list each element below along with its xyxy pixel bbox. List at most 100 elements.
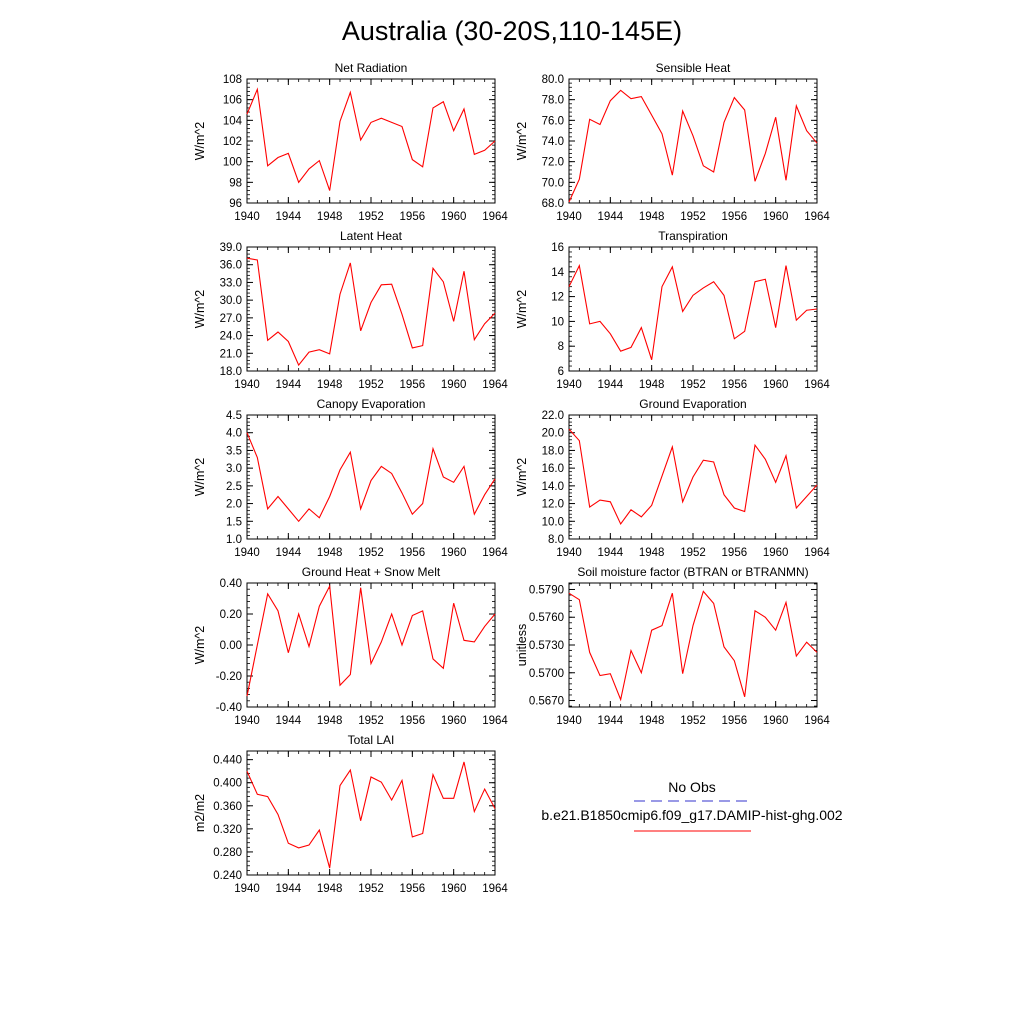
chart-panel: Soil moisture factor (BTRAN or BTRANMN) 1…: [515, 565, 830, 727]
y-tick-label: 10: [551, 316, 564, 328]
chart-panel: Latent Heat 1940 1944 1948 1952 1956 1960 1964 1…: [193, 229, 508, 391]
y-tick-label: 74.0: [542, 136, 564, 148]
y-tick-label: -0.20: [216, 671, 242, 683]
panel-title: Latent Heat: [340, 229, 403, 243]
x-tick-label: 1956: [400, 715, 426, 727]
y-tick-label: 72.0: [542, 157, 564, 169]
y-tick-label: 4.5: [226, 410, 242, 422]
y-axis-label: W/m^2: [515, 458, 529, 497]
y-tick-label: 36.0: [220, 260, 242, 272]
y-tick-label: 0.440: [213, 755, 242, 767]
y-tick-label: 0.320: [213, 824, 242, 836]
x-tick-label: 1964: [482, 211, 508, 223]
x-tick-label: 1956: [400, 883, 426, 895]
y-tick-label: 0.5700: [529, 668, 564, 680]
x-tick-label: 1964: [482, 379, 508, 391]
x-tick-label: 1948: [639, 211, 665, 223]
panel-title: Total LAI: [348, 733, 395, 747]
y-tick-label: 104: [223, 115, 243, 127]
y-tick-label: 14: [551, 267, 564, 279]
x-tick-label: 1956: [400, 547, 426, 559]
x-tick-label: 1948: [317, 547, 343, 559]
x-tick-label: 1940: [234, 547, 260, 559]
y-tick-label: 3.5: [226, 445, 242, 457]
plot-frame: [246, 582, 496, 708]
y-tick-label: 102: [223, 136, 242, 148]
y-tick-label: 96: [229, 198, 242, 210]
y-tick-label: 33.0: [220, 277, 242, 289]
x-tick-label: 1952: [680, 211, 706, 223]
x-tick-label: 1948: [317, 379, 343, 391]
x-tick-label: 1960: [441, 379, 467, 391]
x-tick-label: 1940: [556, 379, 582, 391]
x-tick-label: 1960: [441, 547, 467, 559]
x-tick-label: 1948: [639, 715, 665, 727]
y-axis-label: W/m^2: [193, 122, 207, 161]
series-line: [568, 263, 818, 361]
x-tick-label: 1944: [598, 211, 624, 223]
y-tick-label: 98: [229, 177, 242, 189]
y-tick-label: 3.0: [226, 463, 242, 475]
y-tick-label: 0.360: [213, 801, 242, 813]
y-axis-label: m2/m2: [193, 794, 207, 832]
y-tick-label: 8: [558, 341, 564, 353]
series-line: [568, 590, 818, 702]
x-tick-label: 1940: [556, 547, 582, 559]
x-tick-label: 1944: [276, 883, 302, 895]
x-tick-label: 1960: [441, 715, 467, 727]
x-tick-label: 1964: [482, 883, 508, 895]
y-tick-label: 22.0: [542, 410, 564, 422]
x-tick-label: 1952: [358, 379, 384, 391]
x-tick-label: 1952: [358, 883, 384, 895]
legend-model-label: b.e21.B1850cmip6.f09_g17.DAMIP-hist-ghg.…: [541, 807, 842, 823]
y-tick-label: 68.0: [542, 198, 564, 210]
y-tick-label: 6: [558, 366, 564, 378]
y-axis-label: W/m^2: [193, 458, 207, 497]
x-tick-label: 1948: [317, 883, 343, 895]
y-tick-label: 108: [223, 74, 242, 86]
chart-panel: Net Radiation 1940 1944 1948 1952 1956 1960 196…: [193, 61, 508, 223]
y-tick-label: 0.240: [213, 870, 242, 882]
figure-title: Australia (30-20S,110-145E): [342, 16, 682, 46]
y-axis-label: unitless: [515, 624, 529, 666]
x-tick-label: 1944: [598, 547, 624, 559]
x-tick-label: 1944: [276, 547, 302, 559]
y-tick-label: 0.5790: [529, 584, 564, 596]
x-tick-label: 1956: [722, 211, 748, 223]
panel-title: Soil moisture factor (BTRAN or BTRANMN): [577, 565, 808, 579]
y-tick-label: 39.0: [220, 242, 242, 254]
y-tick-label: 0.5760: [529, 612, 564, 624]
plot-frame: [568, 246, 818, 372]
y-tick-label: 2.0: [226, 499, 242, 511]
y-tick-label: 80.0: [542, 74, 564, 86]
y-axis-label: W/m^2: [515, 290, 529, 329]
y-tick-label: 24.0: [220, 331, 242, 343]
chart-panel: Ground Evaporation 1940 1944 1948 1952 1956 19…: [515, 397, 830, 559]
y-axis-label: W/m^2: [515, 122, 529, 161]
series-line: [246, 584, 496, 697]
x-tick-label: 1956: [400, 379, 426, 391]
x-tick-label: 1944: [276, 379, 302, 391]
plot-frame: [568, 582, 818, 708]
x-tick-label: 1940: [556, 211, 582, 223]
y-tick-label: 106: [223, 95, 242, 107]
plot-frame: [246, 414, 496, 540]
x-tick-label: 1964: [804, 547, 830, 559]
x-tick-label: 1956: [722, 379, 748, 391]
y-tick-label: 20.0: [542, 428, 564, 440]
y-tick-label: 70.0: [542, 177, 564, 189]
x-tick-label: 1952: [680, 547, 706, 559]
x-tick-label: 1944: [276, 211, 302, 223]
series-line: [568, 89, 818, 203]
y-tick-label: 30.0: [220, 295, 242, 307]
x-tick-label: 1964: [482, 715, 508, 727]
plot-frame: [246, 78, 496, 204]
chart-panel: Ground Heat + Snow Melt 1940 1944 1948 1952 1…: [193, 565, 508, 727]
y-tick-label: 10.0: [542, 516, 564, 528]
x-tick-label: 1956: [400, 211, 426, 223]
series-line: [568, 428, 818, 526]
y-tick-label: 21.0: [220, 348, 242, 360]
y-tick-label: 0.5730: [529, 640, 564, 652]
x-tick-label: 1940: [234, 379, 260, 391]
